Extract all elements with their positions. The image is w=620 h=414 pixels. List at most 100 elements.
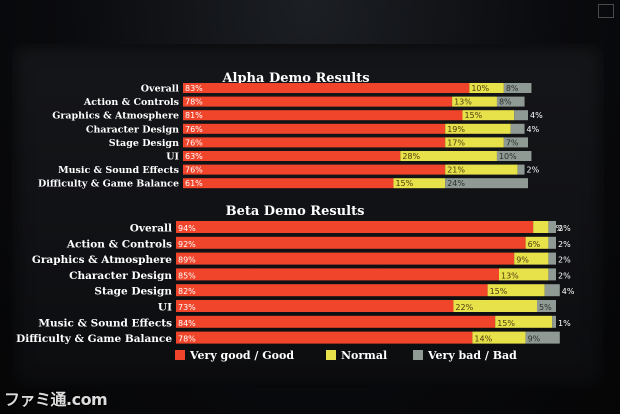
bar-segment [495, 315, 553, 328]
data-label: 2% [558, 240, 571, 249]
bar-segment [176, 300, 454, 312]
data-label: 2% [558, 224, 571, 233]
data-label: 83% [185, 84, 203, 93]
bar-segment [462, 110, 515, 121]
data-label: 78% [185, 98, 203, 107]
chart-title: Alpha Demo Results [221, 71, 369, 86]
bar-segment [183, 110, 463, 121]
category-label: Music & Sound Effects [38, 317, 172, 329]
bar-segment [183, 83, 470, 93]
category-label: Action & Controls [83, 97, 179, 108]
data-label: 13% [501, 271, 519, 280]
data-label: 73% [178, 303, 196, 312]
site-watermark: ファミ通.com [4, 390, 108, 409]
bar-segment [452, 96, 497, 107]
data-label: 8% [506, 84, 519, 93]
bar-segment [445, 178, 528, 189]
data-label: 61% [185, 179, 203, 188]
data-label: 15% [464, 111, 482, 120]
bar-segment [533, 221, 549, 233]
bar-segment [176, 331, 473, 344]
bar-segment [514, 252, 549, 265]
bar-segment [445, 164, 518, 175]
bar-segment [183, 96, 453, 107]
bar-segment [525, 236, 549, 249]
data-label: 21% [447, 166, 465, 175]
bar-segment [548, 236, 556, 249]
bar-segment [503, 137, 528, 148]
data-label: 2% [558, 271, 571, 280]
data-label: 78% [178, 335, 196, 344]
data-label: 9% [528, 335, 541, 344]
data-label: 9% [516, 256, 529, 265]
category-label: Difficulty & Game Balance [16, 333, 172, 345]
bar-segment [445, 137, 504, 148]
bar-segment [496, 96, 525, 107]
bar-segment [183, 123, 446, 134]
data-label: 19% [447, 125, 465, 134]
bar-segment [552, 315, 556, 328]
bar-segment [499, 268, 549, 281]
category-label: Overall [130, 223, 172, 235]
bar-segment [537, 300, 556, 312]
category-label: Overall [141, 84, 180, 95]
legend-swatch [413, 350, 423, 360]
bar-segment [393, 178, 446, 189]
data-label: 28% [402, 152, 420, 161]
data-label: 76% [185, 138, 203, 147]
bar-segment [487, 284, 545, 297]
data-label: 24% [447, 179, 465, 188]
data-label: 94% [178, 224, 196, 233]
data-label: 10% [499, 152, 517, 161]
legend-label: Normal [341, 349, 387, 362]
data-label: 15% [497, 319, 515, 328]
category-label: UI [158, 302, 172, 314]
bar-segment [176, 252, 515, 265]
category-label: Graphics & Atmosphere [52, 111, 179, 122]
data-label: 22% [455, 303, 473, 312]
bar-segment [453, 300, 537, 312]
bar-segment [183, 137, 446, 148]
data-label: 63% [185, 152, 203, 161]
data-label: 2% [558, 256, 571, 265]
bar-segment [503, 83, 532, 93]
bar-segment [176, 268, 499, 281]
data-label: 4% [550, 224, 563, 233]
bar-segment [525, 331, 560, 344]
data-label: 84% [178, 319, 196, 328]
data-label: 6% [528, 240, 541, 249]
category-label: Stage Design [109, 138, 179, 149]
data-label: 85% [178, 271, 196, 280]
category-label: Difficulty & Game Balance [38, 179, 179, 190]
bar-segment [176, 236, 526, 249]
category-label: UI [166, 152, 179, 163]
category-label: Stage Design [94, 286, 172, 298]
data-label: 7% [506, 138, 519, 147]
data-label: 89% [178, 256, 196, 265]
bar-segment [176, 315, 496, 328]
category-label: Music & Sound Effects [58, 165, 179, 176]
data-label: 81% [185, 111, 203, 120]
data-label: 82% [178, 287, 196, 296]
bar-segment [400, 151, 497, 161]
data-label: 15% [395, 179, 413, 188]
data-label: 15% [490, 287, 508, 296]
legend-swatch [326, 350, 336, 360]
bar-segment [548, 268, 556, 281]
bar-segment [445, 123, 511, 134]
bar-segment [544, 284, 560, 297]
bar-segment [510, 123, 525, 134]
bar-segment [472, 331, 526, 344]
bar-segment [183, 151, 401, 161]
bar-segment [548, 221, 556, 233]
bar-segment [183, 164, 446, 175]
data-label: 76% [185, 166, 203, 175]
bar-segment [176, 221, 534, 233]
data-label: 1% [558, 319, 571, 328]
data-label: 2% [527, 166, 540, 175]
bar-segment [176, 284, 488, 297]
bar-segment [514, 110, 528, 121]
legend-swatch [175, 350, 185, 360]
